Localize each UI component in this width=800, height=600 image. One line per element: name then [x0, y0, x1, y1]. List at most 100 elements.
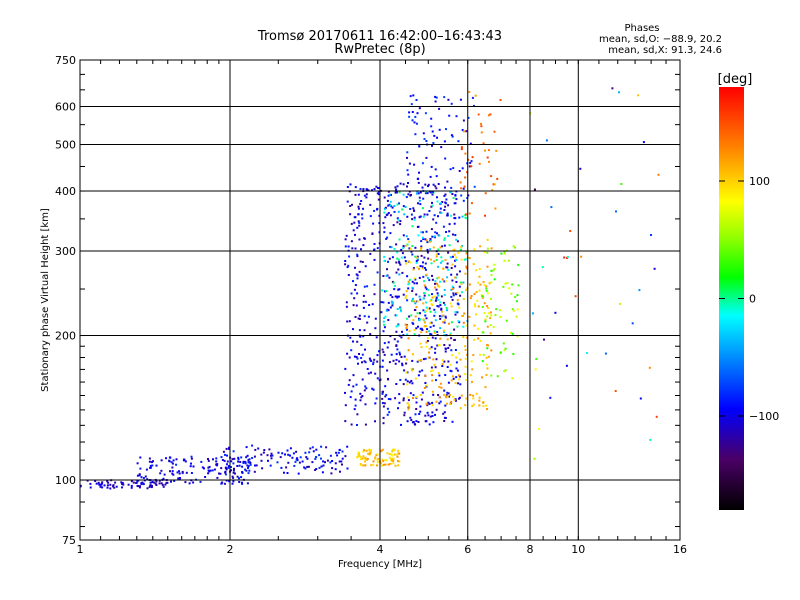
data-point [421, 265, 424, 268]
data-point [479, 245, 482, 248]
data-point [287, 453, 290, 456]
data-point [406, 243, 409, 246]
chart-title: Tromsø 20170611 16:42:00–16:43:43 [257, 29, 502, 44]
data-point [409, 95, 412, 98]
data-point [543, 338, 545, 341]
data-point [437, 215, 439, 218]
data-point [269, 464, 272, 467]
data-point [442, 412, 445, 415]
data-point [381, 392, 384, 395]
data-point [490, 281, 493, 284]
data-point [94, 480, 97, 482]
data-point [427, 288, 430, 291]
data-point [459, 181, 462, 184]
data-point [386, 452, 389, 455]
data-point [456, 369, 459, 372]
data-point [426, 340, 429, 342]
data-point [372, 388, 375, 391]
data-point [419, 298, 422, 301]
data-point [463, 312, 466, 315]
data-point [465, 397, 468, 400]
data-point [487, 307, 490, 310]
data-point [430, 258, 432, 261]
data-point [227, 465, 230, 468]
data-point [106, 486, 109, 489]
data-point [383, 211, 386, 214]
data-point [410, 314, 413, 317]
data-point [173, 479, 176, 482]
data-point [398, 393, 401, 396]
data-point [447, 251, 450, 254]
data-point [353, 297, 356, 300]
data-point [444, 374, 447, 376]
data-point [232, 450, 235, 453]
data-point [242, 460, 245, 463]
data-point [389, 200, 392, 203]
data-point [412, 300, 415, 303]
data-point [368, 448, 371, 451]
data-point [406, 317, 409, 320]
data-point [115, 485, 118, 488]
data-point [318, 454, 321, 457]
data-point [100, 482, 103, 485]
data-point [412, 319, 415, 322]
data-point [408, 315, 411, 318]
data-point [407, 337, 410, 340]
data-point [207, 459, 210, 462]
data-point [148, 457, 151, 460]
data-point [402, 234, 405, 237]
data-point [456, 299, 459, 302]
data-point [363, 194, 366, 197]
data-point [98, 483, 101, 486]
data-point [372, 363, 375, 366]
data-point [471, 380, 473, 383]
data-point [490, 175, 493, 178]
data-point [227, 466, 230, 469]
data-point [486, 305, 489, 308]
data-point [425, 317, 428, 320]
data-point [347, 383, 350, 386]
data-point [405, 196, 408, 198]
data-point [449, 168, 452, 171]
data-point [248, 458, 251, 461]
data-point [490, 314, 493, 317]
data-point [354, 233, 356, 236]
data-point [170, 461, 173, 464]
data-point [453, 339, 456, 341]
data-point [395, 191, 398, 194]
data-point [464, 373, 467, 376]
data-point [389, 335, 392, 338]
data-point [172, 473, 175, 476]
data-point [384, 459, 387, 461]
data-point [359, 399, 362, 402]
data-point [403, 355, 406, 358]
data-point [430, 228, 433, 231]
data-point [374, 457, 377, 460]
data-point [464, 216, 467, 219]
data-point [402, 205, 405, 208]
data-point [485, 289, 488, 292]
data-point [379, 462, 382, 465]
data-point [344, 260, 347, 262]
data-point [402, 293, 405, 296]
data-point [386, 369, 389, 372]
data-point [403, 411, 406, 414]
data-point [419, 248, 422, 251]
data-point [418, 370, 421, 373]
data-point [366, 285, 369, 288]
data-point [420, 331, 423, 334]
data-point [427, 401, 430, 404]
data-point [461, 315, 464, 317]
data-point [436, 136, 438, 139]
data-point [460, 282, 463, 285]
data-point [424, 325, 427, 327]
data-point [443, 237, 446, 240]
data-point [346, 467, 349, 470]
data-point [395, 261, 398, 264]
data-point [416, 258, 419, 261]
data-point [232, 476, 235, 479]
data-point [389, 214, 392, 217]
data-point [369, 252, 372, 255]
data-point [463, 130, 465, 133]
data-point [354, 186, 357, 189]
